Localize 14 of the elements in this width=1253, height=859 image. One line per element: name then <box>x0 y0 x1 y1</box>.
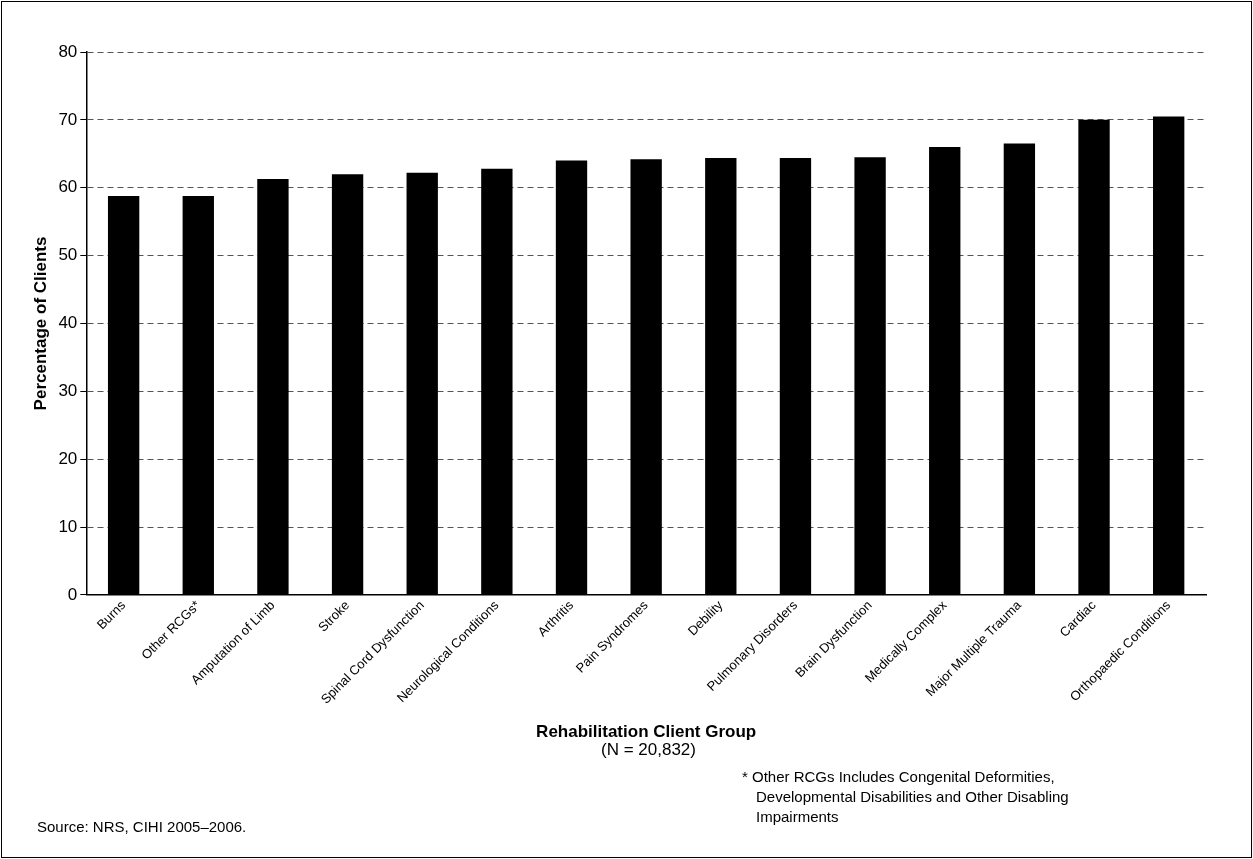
text: * Other RCGs Includes Congenital Deformities, Developmental Disabilities and Other Disabling Impairments <box>742 767 1070 827</box>
x-axis-title: Rehabilitation Client Group <box>536 722 757 742</box>
y-axis-title: Percentage of Clients <box>30 236 50 411</box>
y-tick-label: 80 <box>58 41 78 61</box>
y-tick-label: 50 <box>58 245 78 265</box>
y-tick-label: 20 <box>58 448 78 468</box>
y-tick-label: 0 <box>67 584 78 604</box>
text: (N = 20,832) <box>600 740 697 760</box>
y-tick-label: 10 <box>58 516 78 536</box>
source-note: Source: NRS, CIHI 2005–2006. <box>37 817 247 837</box>
y-tick-label: 70 <box>58 109 78 129</box>
y-tick-label: 60 <box>58 177 78 197</box>
y-tick-label: 30 <box>58 381 78 401</box>
y-tick-label: 40 <box>58 313 78 333</box>
